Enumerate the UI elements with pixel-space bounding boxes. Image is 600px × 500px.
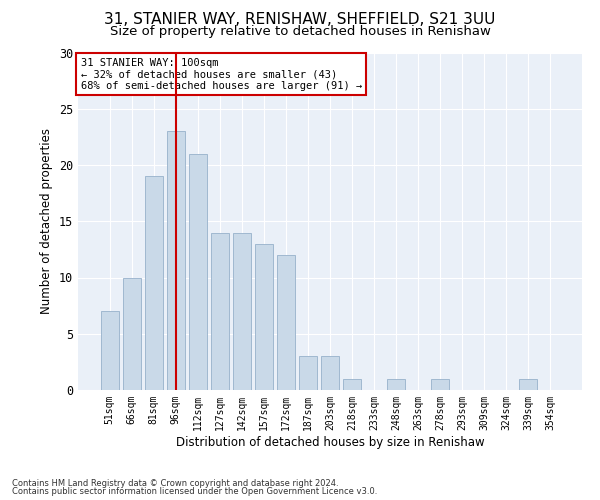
- Bar: [211, 232, 229, 390]
- Bar: [189, 154, 206, 390]
- Bar: [299, 356, 317, 390]
- Text: 31, STANIER WAY, RENISHAW, SHEFFIELD, S21 3UU: 31, STANIER WAY, RENISHAW, SHEFFIELD, S2…: [104, 12, 496, 28]
- Y-axis label: Number of detached properties: Number of detached properties: [40, 128, 53, 314]
- Bar: [101, 311, 119, 390]
- Bar: [233, 232, 251, 390]
- Bar: [277, 255, 295, 390]
- Text: 31 STANIER WAY: 100sqm
← 32% of detached houses are smaller (43)
68% of semi-det: 31 STANIER WAY: 100sqm ← 32% of detached…: [80, 58, 362, 91]
- Bar: [167, 131, 185, 390]
- Bar: [145, 176, 163, 390]
- Bar: [255, 244, 273, 390]
- X-axis label: Distribution of detached houses by size in Renishaw: Distribution of detached houses by size …: [176, 436, 484, 448]
- Text: Contains HM Land Registry data © Crown copyright and database right 2024.: Contains HM Land Registry data © Crown c…: [12, 478, 338, 488]
- Text: Size of property relative to detached houses in Renishaw: Size of property relative to detached ho…: [110, 25, 490, 38]
- Bar: [343, 379, 361, 390]
- Bar: [387, 379, 405, 390]
- Bar: [431, 379, 449, 390]
- Bar: [520, 379, 537, 390]
- Bar: [321, 356, 339, 390]
- Text: Contains public sector information licensed under the Open Government Licence v3: Contains public sector information licen…: [12, 487, 377, 496]
- Bar: [123, 278, 140, 390]
